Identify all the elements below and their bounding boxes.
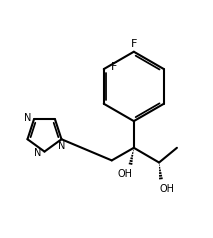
- Text: F: F: [131, 39, 137, 49]
- Text: F: F: [111, 62, 118, 72]
- Text: OH: OH: [118, 169, 133, 179]
- Text: N: N: [24, 113, 31, 123]
- Text: N: N: [35, 148, 42, 158]
- Text: OH: OH: [160, 183, 174, 193]
- Text: N: N: [58, 141, 66, 151]
